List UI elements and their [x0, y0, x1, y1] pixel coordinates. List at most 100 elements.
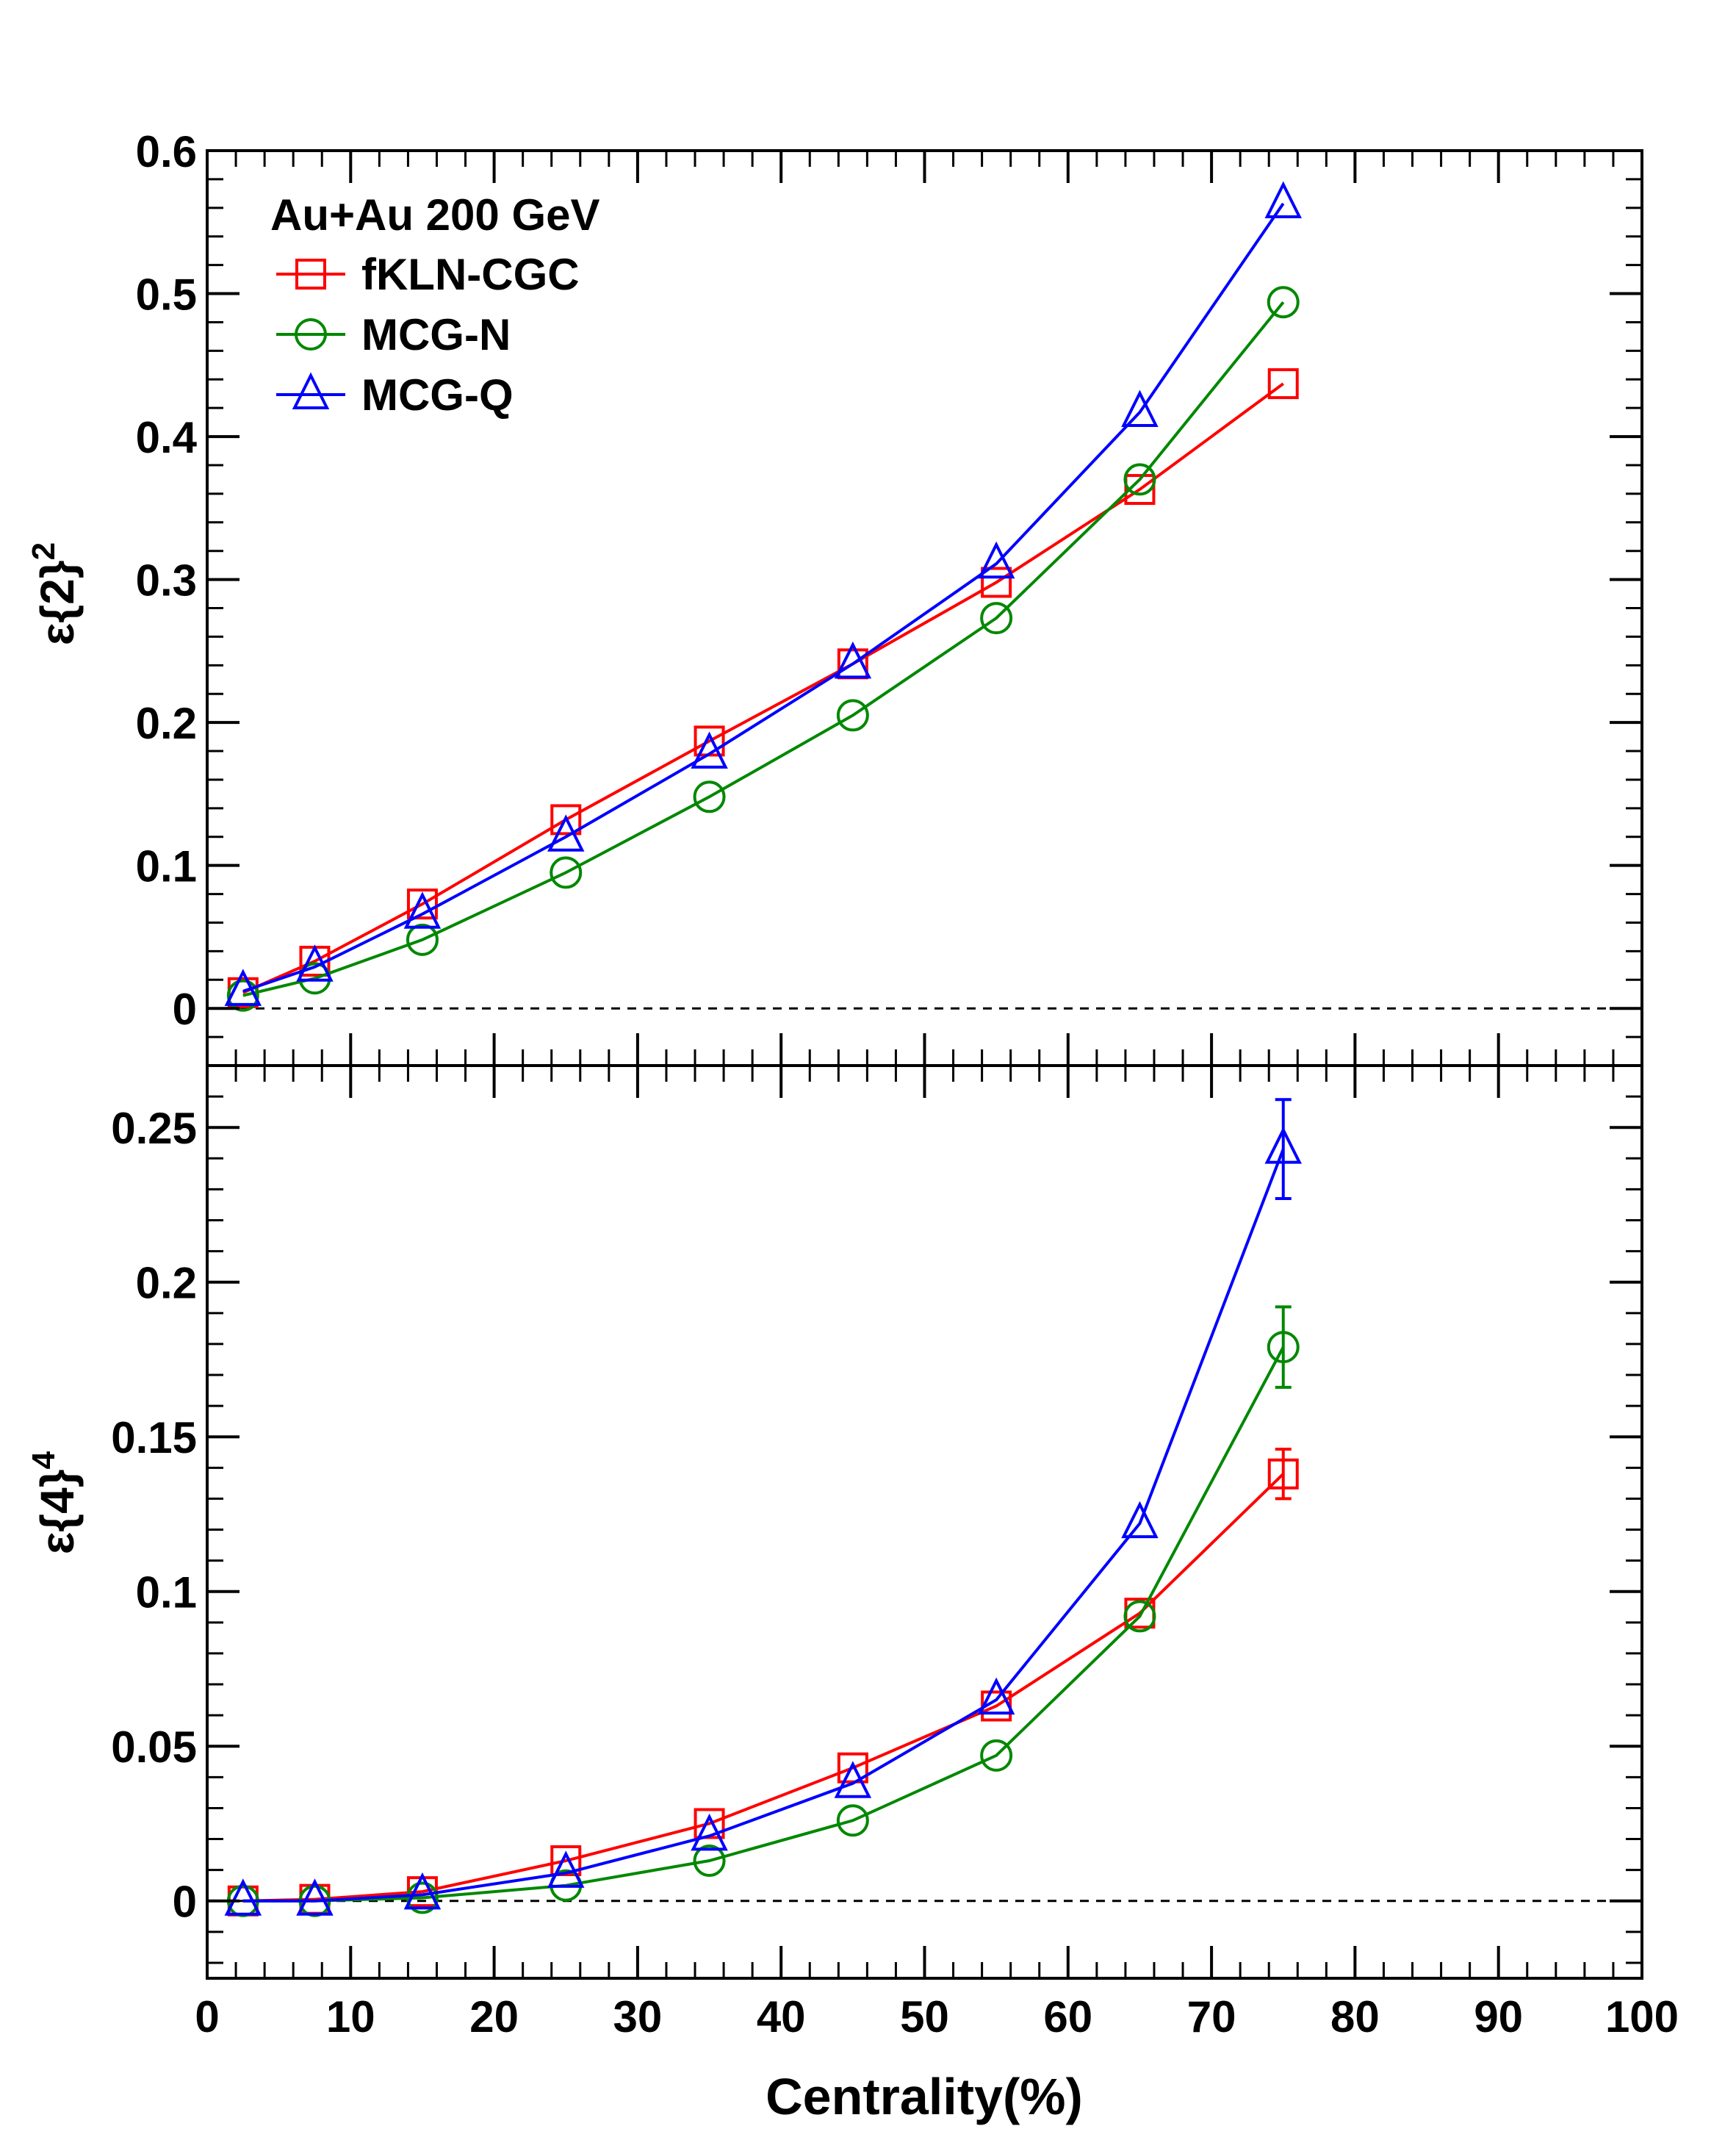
bottom-y-axis-label-sup: 4	[26, 1451, 62, 1469]
x-tick-label: 100	[1605, 1992, 1679, 2041]
top-y-axis-label: ε{2}2	[26, 542, 84, 645]
legend-entry-fkln-cgc: fKLN-CGC	[276, 250, 580, 299]
data-point	[406, 888, 438, 920]
series-line	[242, 1148, 1285, 1903]
data-point	[1124, 474, 1156, 506]
data-point	[834, 1761, 872, 1798]
data-point	[296, 1878, 334, 1916]
error-bar	[1275, 1448, 1292, 1501]
top-y-axis-label-sup: 2	[26, 542, 62, 560]
x-tick-label: 90	[1474, 1992, 1523, 2041]
bottom-y-axis-label: ε{4}4	[26, 1451, 84, 1554]
data-point	[224, 969, 262, 1006]
y-tick-label: 0.1	[136, 1568, 197, 1617]
y-tick-label: 0.1	[136, 842, 197, 891]
x-tick-label: 10	[326, 1992, 375, 2041]
legend-entries: fKLN-CGC MCG-N MCG-Q	[276, 250, 580, 420]
y-tick-label: 0.5	[136, 270, 197, 320]
series-fkln-cgc	[227, 368, 1299, 1008]
data-point	[403, 1872, 442, 1910]
y-tick-label: 0.2	[136, 1259, 197, 1308]
x-tick-label: 60	[1043, 1992, 1092, 2041]
data-point	[406, 1881, 439, 1914]
data-point	[1264, 1127, 1302, 1164]
top-ticks-group	[206, 149, 1643, 1066]
y-tick-label: 0.15	[111, 1413, 197, 1462]
legend-entry-mcg-q: MCG-Q	[276, 370, 514, 420]
top-ytick-labels: 0 0.1 0.2 0.3 0.4 0.5 0.6	[136, 127, 198, 1034]
data-point	[977, 541, 1015, 579]
x-tick-label: 30	[613, 1992, 663, 2041]
x-axis-label: Centrality(%)	[766, 2068, 1083, 2125]
top-series-group	[224, 181, 1302, 1012]
data-point	[550, 1845, 582, 1877]
data-point	[836, 699, 869, 732]
error-bar	[1275, 1305, 1292, 1389]
legend-header: Au+Au 200 GeV	[270, 190, 600, 240]
series-mcg-n	[226, 286, 1300, 1012]
data-point	[693, 1845, 726, 1878]
data-point	[1267, 1458, 1299, 1490]
data-point	[550, 804, 582, 836]
series-mcg-q	[224, 181, 1302, 1006]
x-tick-label: 80	[1330, 1992, 1380, 2041]
x-tick-label: 70	[1187, 1992, 1236, 2041]
legend: Au+Au 200 GeV fKLN-CGC MCG-N MCG-Q	[270, 190, 600, 420]
data-point	[693, 780, 726, 814]
data-point	[1121, 1501, 1159, 1539]
legend-marker	[292, 372, 330, 409]
data-point	[1123, 1600, 1156, 1633]
top-panel: 0 0.1 0.2 0.3 0.4 0.5 0.6 ε{2}2 Au+Au 200 GeV …	[26, 127, 1643, 1067]
data-point	[550, 856, 583, 889]
series-line	[242, 382, 1284, 994]
data-point	[836, 1804, 869, 1837]
legend-marker	[295, 259, 326, 290]
legend-marker	[295, 318, 327, 351]
bottom-ticks-group	[206, 1066, 1643, 1978]
data-point	[694, 1808, 725, 1839]
y-tick-label: 0	[173, 985, 197, 1034]
x-tick-label: 20	[469, 1992, 519, 2041]
data-point	[1264, 181, 1302, 218]
data-point	[1123, 463, 1156, 496]
y-tick-label: 0.2	[136, 699, 197, 748]
data-point	[1121, 389, 1159, 427]
y-tick-label: 0	[173, 1878, 197, 1927]
data-point	[1267, 368, 1299, 400]
bottom-series-group	[224, 1098, 1302, 1917]
y-tick-label: 0.4	[136, 413, 198, 462]
data-point	[1267, 286, 1300, 319]
legend-label: fKLN-CGC	[361, 250, 580, 299]
data-point	[980, 602, 1013, 635]
series-mcg-q	[224, 1098, 1302, 1916]
data-point	[224, 1878, 262, 1916]
y-tick-label: 0.25	[111, 1104, 197, 1153]
x-tick-label: 50	[900, 1992, 949, 2041]
legend-label: MCG-N	[361, 310, 511, 359]
data-point	[977, 1677, 1015, 1715]
x-tick-label: 0	[195, 1992, 219, 2041]
top-y-axis-label-base: ε{2}	[31, 560, 84, 645]
legend-label: MCG-Q	[361, 370, 514, 420]
y-tick-label: 0.3	[136, 556, 197, 606]
data-point	[296, 944, 334, 982]
series-line	[242, 301, 1285, 997]
x-tick-label: 40	[757, 1992, 806, 2041]
data-point	[1267, 1331, 1300, 1364]
legend-entry-mcg-n: MCG-N	[276, 310, 511, 359]
bottom-panel: 0 0.05 0.1 0.15 0.2 0.25 0 10 20 30 40 50 60 70 80 90 1…	[26, 1064, 1679, 2125]
data-point	[691, 1813, 728, 1851]
x-tick-labels: 0 10 20 30 40 50 60 70 80 90 100	[195, 1992, 1679, 2041]
data-point	[226, 979, 259, 1012]
data-point	[981, 567, 1012, 598]
data-point	[406, 923, 439, 956]
y-tick-label: 0.05	[111, 1723, 197, 1772]
series-line	[242, 1473, 1285, 1903]
data-point	[691, 731, 728, 769]
bottom-y-axis-label-base: ε{4}	[31, 1469, 84, 1554]
data-point	[547, 814, 585, 852]
series-line	[242, 202, 1285, 993]
y-tick-label: 0.6	[136, 127, 197, 176]
error-bar	[1275, 1098, 1292, 1201]
